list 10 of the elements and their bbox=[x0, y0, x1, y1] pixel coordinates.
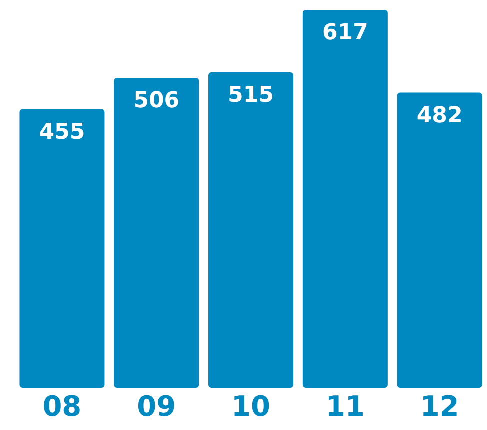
data-label: 617 bbox=[322, 20, 368, 46]
data-label: 455 bbox=[39, 120, 86, 145]
data-label: 506 bbox=[134, 88, 180, 114]
x-tick-label: 09 bbox=[137, 390, 176, 423]
data-label: 515 bbox=[228, 83, 274, 108]
x-tick-label: 10 bbox=[232, 390, 270, 423]
data-label: 482 bbox=[416, 103, 463, 128]
x-tick-label: 08 bbox=[42, 390, 82, 423]
x-tick-label: 11 bbox=[326, 390, 365, 423]
x-tick-label: 12 bbox=[420, 390, 460, 423]
